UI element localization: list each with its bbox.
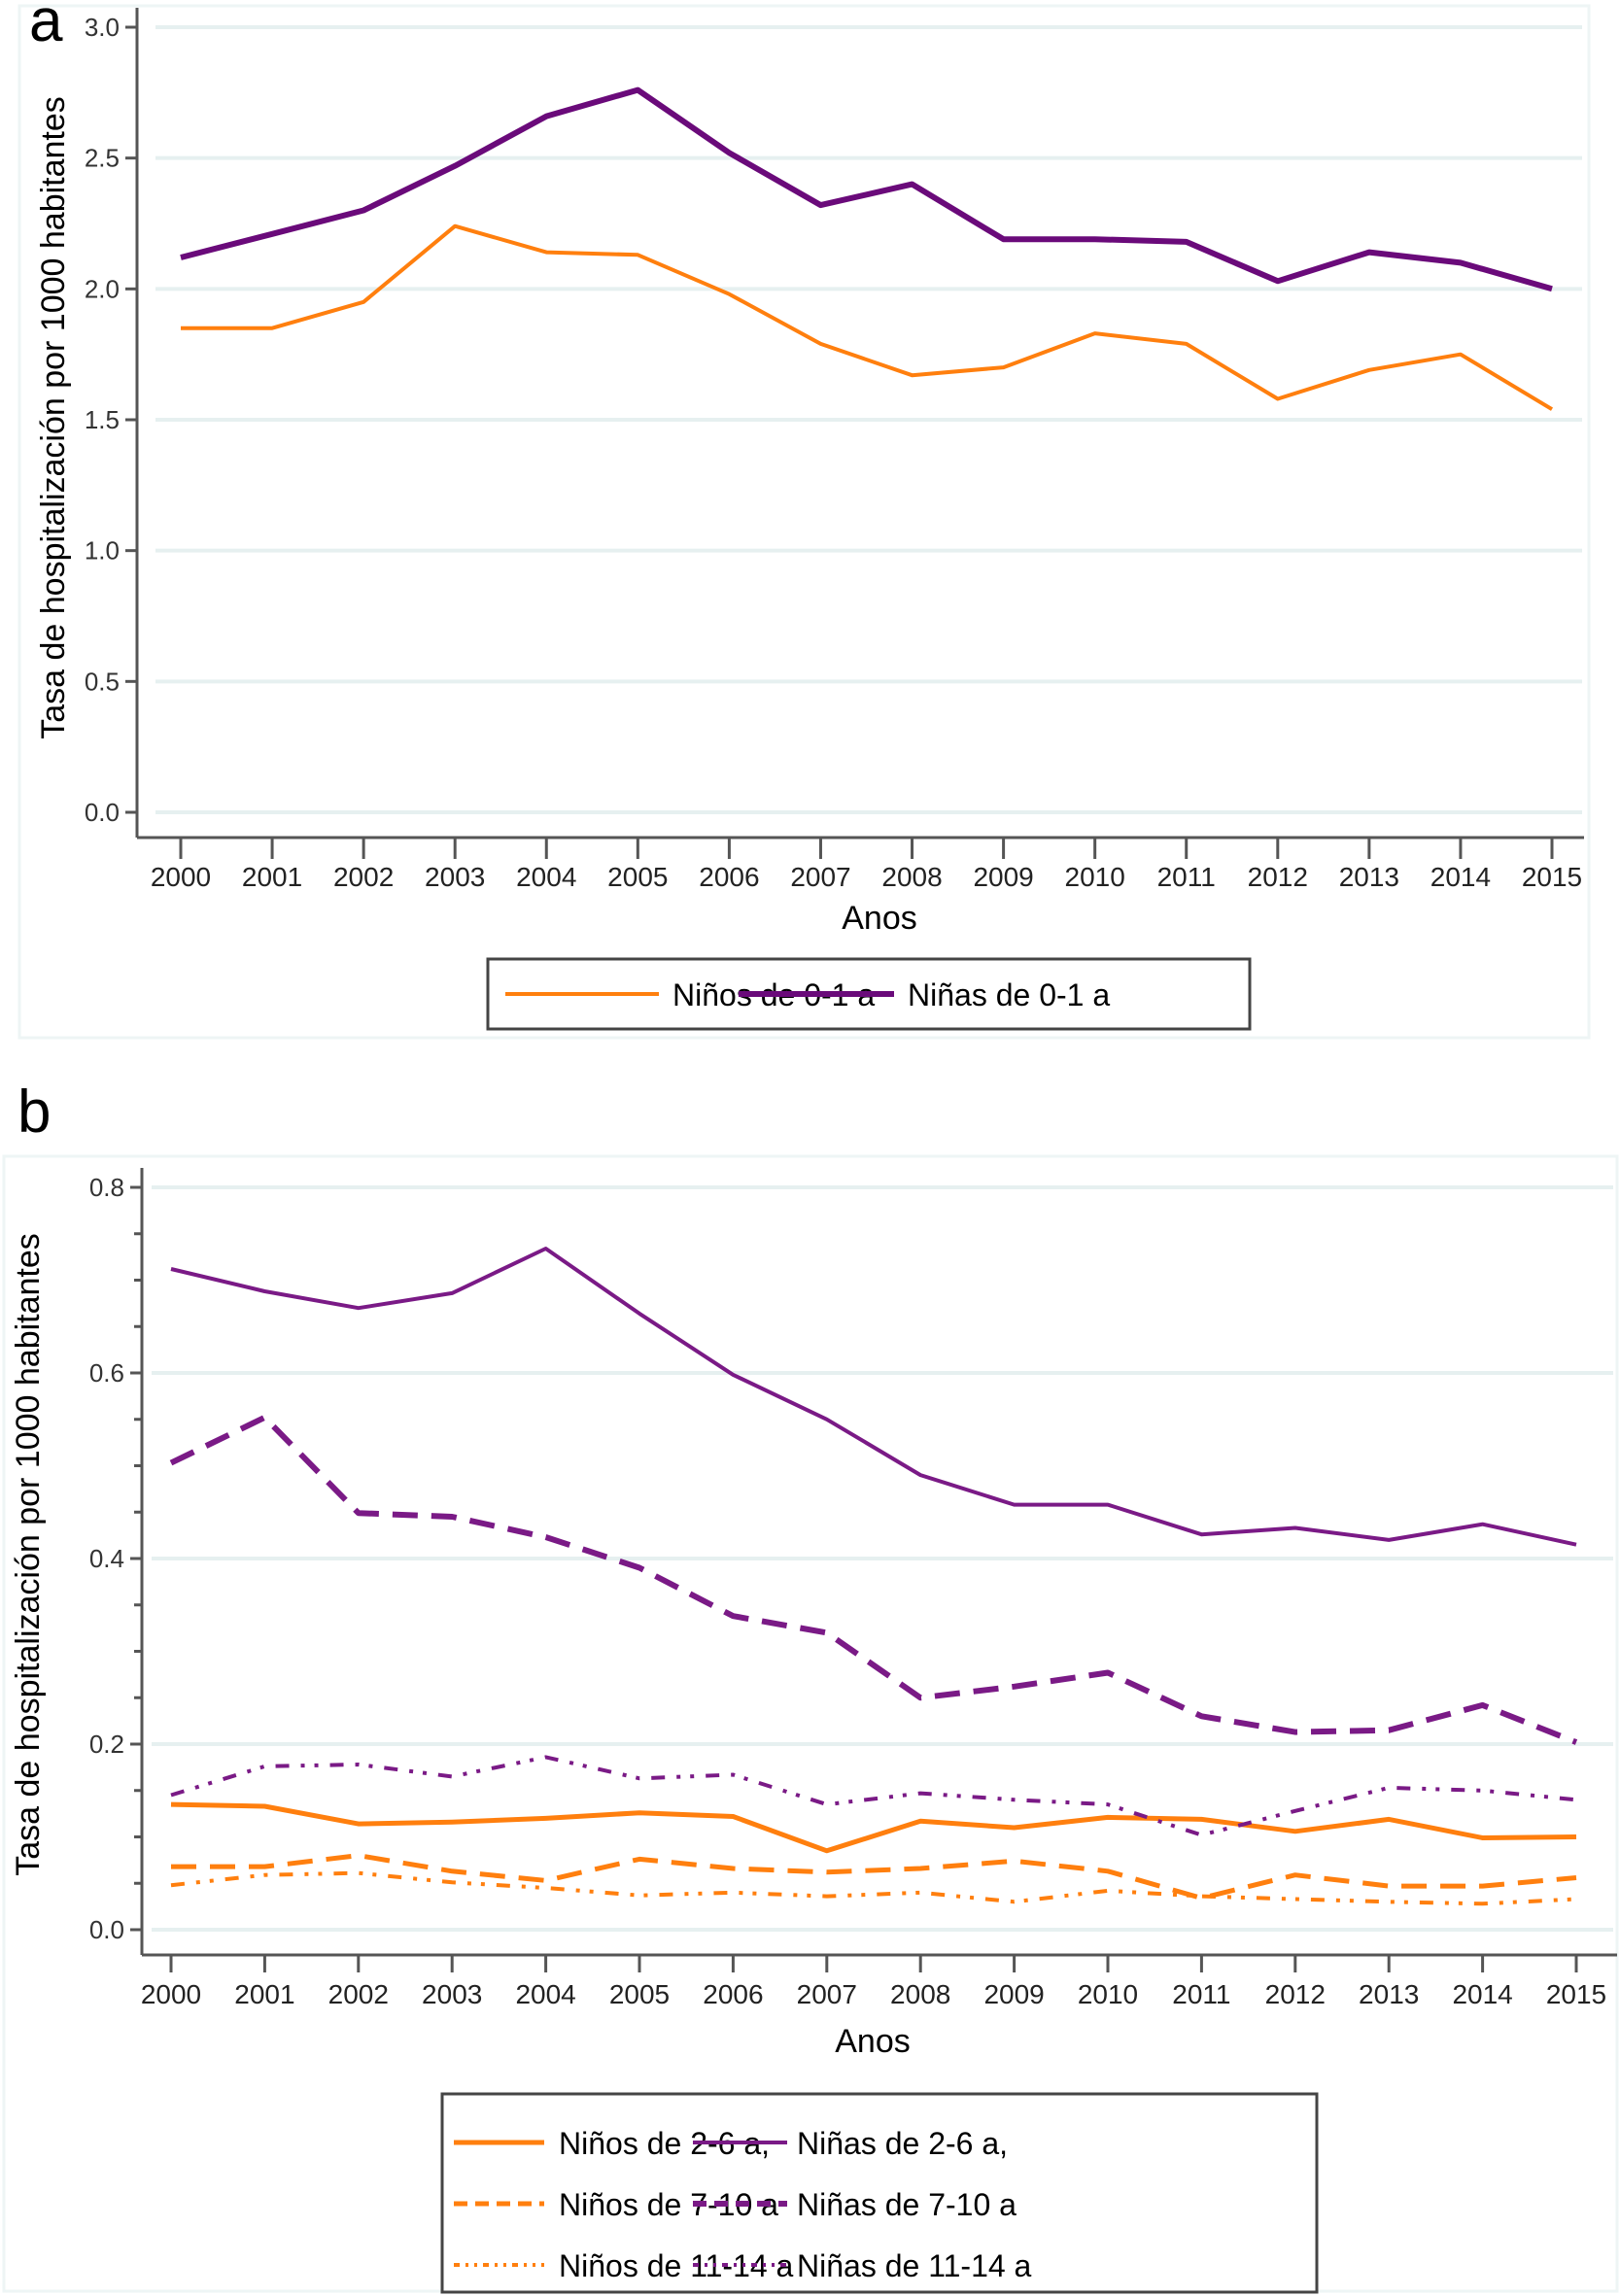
panel-a: a 0.0 0.5 1.0 1.5 2.0 2.5 3.0 2000 2001 2002 2003… bbox=[17, 0, 1591, 1040]
y-tick-label: 0.4 bbox=[89, 1544, 124, 1573]
panel-a-x-axis-title: Anos bbox=[842, 900, 917, 937]
panel-a-gridlines bbox=[155, 25, 1582, 814]
x-tick-label: 2005 bbox=[609, 1979, 670, 2009]
x-tick-label: 2005 bbox=[607, 862, 668, 892]
panel-a-axes bbox=[135, 8, 1584, 840]
y-tick-label: 1.0 bbox=[85, 536, 120, 565]
x-tick-label: 2010 bbox=[1078, 1979, 1138, 2009]
series-line-4 bbox=[170, 1870, 1577, 1906]
legend-label: Niñas de 0-1 a bbox=[908, 977, 1110, 1012]
panel-a-y-ticks: 0.0 0.5 1.0 1.5 2.0 2.5 3.0 bbox=[85, 13, 137, 827]
x-tick-label: 2008 bbox=[881, 862, 942, 892]
x-tick-label: 2003 bbox=[425, 862, 485, 892]
y-tick-label: 0.2 bbox=[89, 1730, 124, 1759]
x-tick-label: 2002 bbox=[333, 862, 394, 892]
x-tick-label: 2013 bbox=[1339, 862, 1399, 892]
y-tick-label: 0.8 bbox=[89, 1173, 124, 1202]
panel-b-letter: b bbox=[17, 1079, 51, 1146]
y-tick-label: 0.6 bbox=[89, 1358, 124, 1388]
x-tick-label: 2015 bbox=[1546, 1979, 1606, 2009]
panel-b-axes bbox=[140, 1168, 1617, 1957]
series-line-2 bbox=[171, 1853, 1577, 1901]
panel-a-series bbox=[180, 86, 1554, 411]
panel-a-frame bbox=[17, 4, 1591, 1040]
x-tick-label: 2012 bbox=[1265, 1979, 1326, 2009]
panel-b-legend: Niños de 2-6 a, Niñas de 2-6 a,Niños de 7… bbox=[440, 2092, 1319, 2294]
x-tick-label: 2001 bbox=[234, 1979, 294, 2009]
series-line-3 bbox=[169, 1414, 1578, 1745]
x-tick-label: 2001 bbox=[242, 862, 302, 892]
x-tick-label: 2011 bbox=[1172, 1979, 1230, 2009]
legend-label: Niñas de 11-14 a bbox=[797, 2248, 1032, 2283]
panel-a-legend: Niños de 0-1 a Niñas de 0-1 a bbox=[486, 957, 1252, 1031]
y-tick-label: 0.5 bbox=[85, 667, 120, 696]
x-tick-label: 2010 bbox=[1065, 862, 1125, 892]
series-line-0 bbox=[170, 1801, 1577, 1854]
series-line-0 bbox=[181, 223, 1554, 411]
x-tick-label: 2003 bbox=[422, 1979, 482, 2009]
legend-label: Niños de 11-14 a bbox=[559, 2248, 794, 2283]
x-tick-label: 2014 bbox=[1452, 1979, 1512, 2009]
x-tick-label: 2007 bbox=[797, 1979, 857, 2009]
panel-b-gridlines bbox=[152, 1185, 1613, 1932]
y-tick-label: 0.0 bbox=[85, 798, 120, 827]
series-line-5 bbox=[170, 1755, 1577, 1837]
panel-a-x-ticks: 2000 2001 2002 2003 2004 2005 2006 2007 2008 2009… bbox=[151, 838, 1582, 892]
legend-label: Niñas de 2-6 a, bbox=[797, 2126, 1008, 2161]
x-tick-label: 2000 bbox=[141, 1979, 201, 2009]
x-tick-label: 2011 bbox=[1157, 862, 1216, 892]
x-tick-label: 2002 bbox=[328, 1979, 389, 2009]
legend-label: Niñas de 7-10 a bbox=[797, 2187, 1017, 2222]
y-tick-label: 1.5 bbox=[85, 405, 120, 434]
x-tick-label: 2007 bbox=[790, 862, 850, 892]
legend-box bbox=[440, 2092, 1319, 2294]
panel-b-y-ticks: 0.0 0.2 0.4 0.6 0.8 bbox=[89, 1173, 142, 1944]
y-tick-label: 2.5 bbox=[85, 144, 120, 173]
panel-b-x-ticks: 2000 2001 2002 2003 2004 2005 2006 2007 2008 2009… bbox=[141, 1955, 1606, 2009]
series-line-1 bbox=[180, 86, 1553, 292]
x-tick-label: 2008 bbox=[890, 1979, 950, 2009]
y-tick-label: 0.0 bbox=[89, 1915, 124, 1944]
x-tick-label: 2004 bbox=[516, 862, 576, 892]
series-line-1 bbox=[170, 1247, 1577, 1547]
panel-b-x-axis-title: Anos bbox=[835, 2023, 911, 2060]
x-tick-label: 2006 bbox=[703, 1979, 763, 2009]
x-tick-label: 2013 bbox=[1359, 1979, 1419, 2009]
y-tick-label: 3.0 bbox=[85, 13, 120, 42]
panel-b-y-axis-title: Tasa de hospitalización por 1000 habitan… bbox=[10, 1233, 47, 1876]
x-tick-label: 2009 bbox=[983, 1979, 1044, 2009]
x-tick-label: 2000 bbox=[151, 862, 211, 892]
panel-a-y-axis-title: Tasa de hospitalización por 1000 habitan… bbox=[35, 96, 72, 739]
panel-a-letter: a bbox=[29, 0, 63, 54]
x-tick-label: 2014 bbox=[1430, 862, 1491, 892]
x-tick-label: 2009 bbox=[973, 862, 1033, 892]
x-tick-label: 2006 bbox=[699, 862, 759, 892]
panel-b-series bbox=[169, 1247, 1578, 1906]
y-tick-label: 2.0 bbox=[85, 274, 120, 303]
panel-b: b 0.00.20.40.60.8 2000 2001 2002 2003 2004 20… bbox=[2, 1079, 1619, 2294]
x-tick-label: 2015 bbox=[1522, 862, 1582, 892]
x-tick-label: 2012 bbox=[1248, 862, 1308, 892]
x-tick-label: 2004 bbox=[515, 1979, 575, 2009]
